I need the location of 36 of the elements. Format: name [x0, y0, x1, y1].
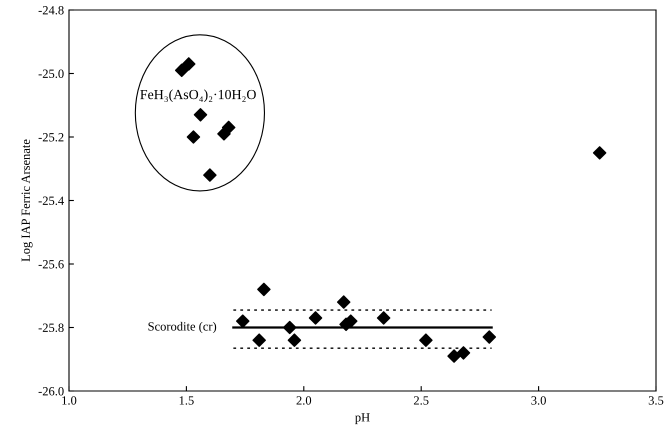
y-tick-label: -25.8 — [38, 324, 64, 332]
point — [308, 311, 322, 325]
x-tick-label: 1.5 — [180, 396, 194, 405]
x-tick-label: 2.5 — [414, 396, 429, 405]
point — [456, 346, 470, 360]
point — [252, 333, 266, 347]
annotation: FeH₃(AsO₄)₂·10H₂O — [140, 89, 256, 102]
point — [203, 168, 217, 182]
point — [186, 130, 200, 144]
point — [174, 64, 188, 78]
y-axis-title: Log IAP Ferric Arsenate — [22, 140, 33, 262]
point — [282, 320, 296, 334]
x-tick-label: 3.5 — [648, 396, 664, 405]
point — [194, 108, 208, 122]
point — [447, 349, 461, 363]
point — [419, 333, 433, 347]
x-tick-label: 3.0 — [531, 396, 546, 405]
y-tick-label: -25.4 — [38, 196, 64, 206]
point — [336, 295, 350, 309]
point — [376, 311, 390, 325]
x-tick-label: 2.0 — [296, 396, 312, 405]
point — [482, 330, 496, 344]
point — [236, 314, 250, 328]
annotation: Scorodite (cr) — [148, 322, 216, 334]
y-tick-label: -26.0 — [38, 387, 64, 396]
point — [182, 57, 196, 71]
x-axis-title: pH — [355, 413, 370, 424]
point — [222, 120, 236, 134]
y-tick-label: -25.6 — [38, 260, 64, 269]
y-tick-label: -25.2 — [38, 133, 64, 142]
y-tick-label: -25.0 — [38, 70, 64, 78]
point — [592, 146, 606, 160]
point — [257, 282, 271, 296]
x-tick-label: 1.0 — [62, 396, 76, 405]
point — [288, 333, 302, 347]
y-tick-label: -24.8 — [38, 6, 64, 15]
